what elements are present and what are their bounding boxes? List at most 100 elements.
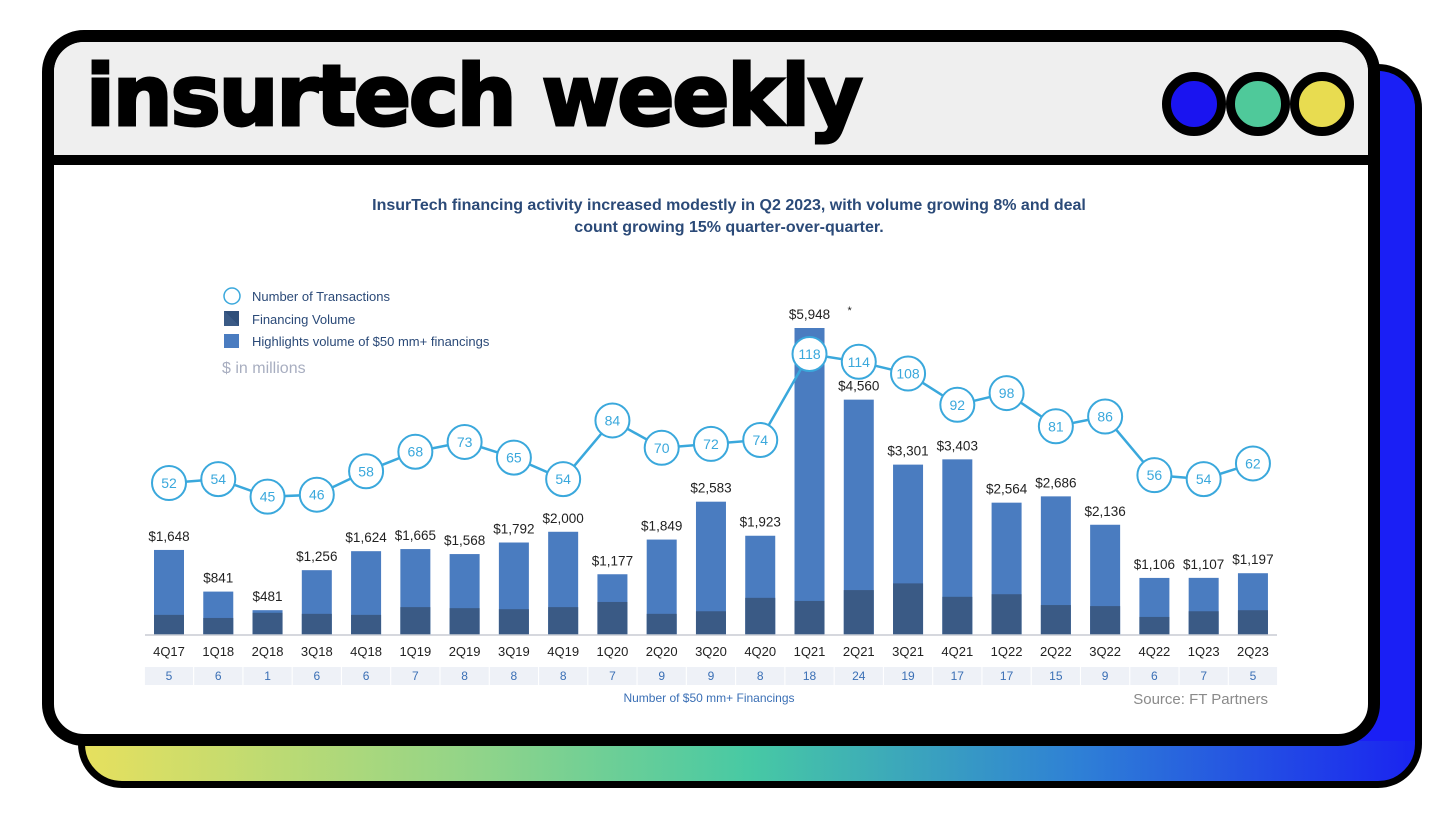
- transactions-point-1Q18: [200, 461, 237, 498]
- table-cell-3Q21: [883, 667, 933, 685]
- bar-base-4Q18: [351, 614, 382, 635]
- table-label: Number of $50 mm+ Financings: [623, 691, 794, 705]
- transactions-label-4Q17: 52: [161, 475, 177, 491]
- legend-highlight: Highlights volume of $50 mm+ financings: [252, 334, 490, 349]
- bar-label-3Q19: $1,792: [493, 522, 534, 537]
- table-value-2Q21: 24: [852, 669, 866, 683]
- bar-base-2Q19: [449, 608, 480, 635]
- transactions-point-2Q23: [1234, 445, 1271, 482]
- table-cell-1Q19: [391, 667, 440, 685]
- transactions-label-1Q21: 118: [798, 346, 821, 362]
- bar-base-2Q22: [1040, 605, 1071, 635]
- bar-base-1Q20: [597, 601, 628, 635]
- transactions-point-4Q22: [1136, 457, 1173, 494]
- x-tick-2Q23: 2Q23: [1237, 644, 1269, 659]
- x-tick-3Q19: 3Q19: [498, 644, 530, 659]
- table-value-1Q20: 7: [609, 669, 616, 683]
- x-tick-2Q19: 2Q19: [449, 644, 481, 659]
- bar-label-1Q20: $1,177: [592, 553, 633, 568]
- transactions-label-2Q22: 81: [1048, 418, 1064, 434]
- table-cell-1Q22: [982, 667, 1031, 685]
- transactions-point-3Q18: [298, 476, 335, 513]
- legend-highlight-icon: [224, 334, 239, 348]
- brand-title: insurtech weekly: [85, 46, 865, 147]
- transactions-label-3Q19: 65: [506, 450, 522, 466]
- table-cell-4Q22: [1130, 667, 1179, 685]
- dot-green: [1226, 72, 1290, 136]
- table-cell-3Q19: [489, 667, 538, 685]
- table-value-2Q22: 15: [1049, 669, 1063, 683]
- table-cell-4Q19: [539, 667, 588, 685]
- legend-volume-icon-top: [224, 311, 239, 326]
- bar-label-3Q20: $2,583: [690, 481, 731, 496]
- transactions-label-4Q20: 74: [752, 432, 768, 448]
- bar-base-3Q18: [301, 613, 332, 635]
- table-value-3Q19: 8: [511, 669, 518, 683]
- transactions-label-4Q18: 58: [358, 463, 374, 479]
- bar-label-2Q20: $1,849: [641, 519, 682, 534]
- transactions-point-2Q19: [446, 423, 483, 460]
- table-value-4Q21: 17: [951, 669, 965, 683]
- bar-base-4Q22: [1139, 616, 1170, 635]
- x-tick-3Q22: 3Q22: [1089, 644, 1121, 659]
- transactions-point-2Q20: [643, 429, 680, 466]
- transactions-label-4Q22: 56: [1147, 467, 1163, 483]
- transactions-point-1Q21: [791, 335, 828, 372]
- table-value-3Q21: 19: [901, 669, 915, 683]
- transactions-label-4Q21: 92: [950, 397, 966, 413]
- transactions-point-2Q21: [840, 343, 877, 380]
- transactions-label-3Q20: 72: [703, 436, 719, 452]
- bar-note-1Q21: *: [848, 305, 853, 317]
- table-cell-2Q18: [243, 667, 292, 685]
- bar-base-4Q21: [942, 596, 973, 635]
- x-tick-1Q18: 1Q18: [202, 644, 234, 659]
- table-value-2Q23: 5: [1250, 669, 1257, 683]
- transactions-label-3Q18: 46: [309, 487, 325, 503]
- transactions-point-4Q21: [939, 386, 976, 423]
- x-tick-4Q17: 4Q17: [153, 644, 185, 659]
- x-tick-3Q20: 3Q20: [695, 644, 727, 659]
- bar-label-4Q17: $1,648: [148, 529, 189, 544]
- legend-transactions: Number of Transactions: [252, 289, 391, 304]
- bar-label-2Q21: $4,560: [838, 379, 879, 394]
- transactions-point-1Q19: [397, 433, 434, 470]
- transactions-label-2Q23: 62: [1245, 455, 1261, 471]
- table-value-1Q22: 17: [1000, 669, 1014, 683]
- transactions-label-1Q20: 84: [605, 412, 621, 428]
- table-value-4Q17: 5: [166, 669, 173, 683]
- table-value-2Q19: 8: [461, 669, 468, 683]
- bar-base-3Q22: [1090, 606, 1121, 635]
- table-cell-4Q18: [341, 667, 391, 685]
- transactions-point-4Q17: [151, 465, 187, 501]
- bar-label-1Q19: $1,665: [395, 528, 436, 543]
- table-cell-2Q20: [637, 667, 686, 685]
- transactions-label-1Q22: 98: [999, 385, 1015, 401]
- bar-base-4Q17: [154, 614, 184, 635]
- transactions-label-2Q18: 45: [260, 489, 276, 505]
- legend-circle-icon: [223, 287, 241, 305]
- table-cell-1Q23: [1179, 667, 1228, 685]
- table-value-1Q21: 18: [803, 669, 817, 683]
- transactions-point-4Q18: [348, 453, 385, 490]
- table-value-3Q22: 9: [1102, 669, 1109, 683]
- bar-label-2Q22: $2,686: [1035, 475, 1076, 490]
- table-value-4Q22: 6: [1151, 669, 1158, 683]
- table-cell-3Q20: [686, 667, 736, 685]
- x-tick-1Q19: 1Q19: [399, 644, 431, 659]
- bar-label-3Q22: $2,136: [1084, 504, 1125, 519]
- bar-base-1Q22: [991, 594, 1022, 635]
- bar-base-3Q20: [695, 611, 726, 635]
- bar-label-2Q18: $481: [253, 589, 283, 604]
- x-tick-1Q22: 1Q22: [991, 644, 1023, 659]
- bar-base-1Q18: [203, 617, 234, 635]
- chart-title-line-2: count growing 15% quarter-over-quarter.: [574, 219, 883, 236]
- table-value-1Q23: 7: [1200, 669, 1207, 683]
- table-cell-4Q20: [736, 667, 785, 685]
- legend-volume: Financing Volume: [252, 312, 355, 327]
- x-tick-2Q20: 2Q20: [646, 644, 678, 659]
- table-cell-4Q17: [144, 667, 194, 685]
- bar-label-1Q23: $1,107: [1183, 557, 1224, 572]
- bar-label-4Q18: $1,624: [345, 530, 387, 545]
- x-tick-4Q21: 4Q21: [941, 644, 973, 659]
- bar-base-4Q19: [548, 607, 579, 635]
